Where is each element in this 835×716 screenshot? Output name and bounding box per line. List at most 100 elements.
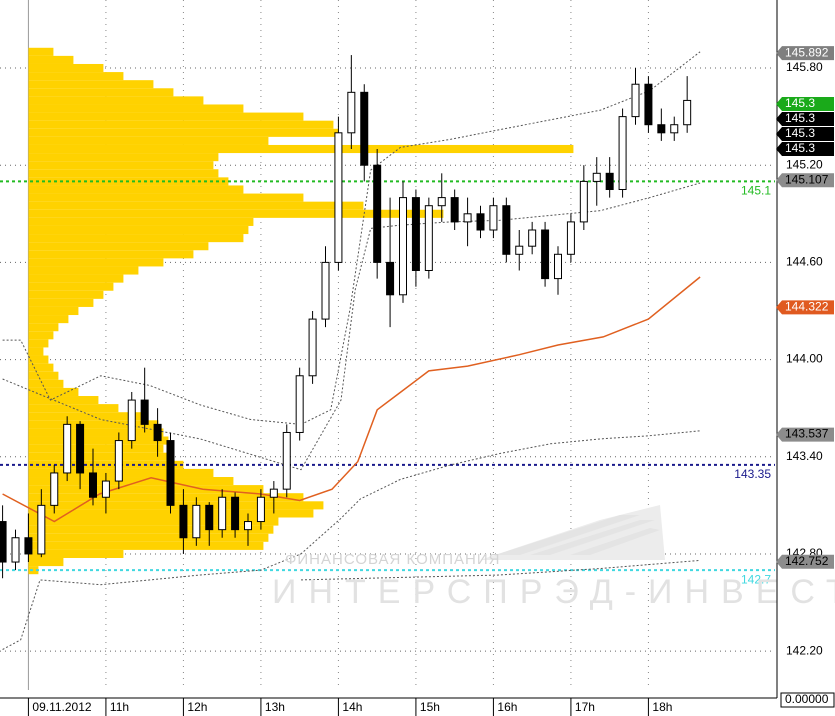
profile-bar [28, 396, 99, 405]
profile-bar [28, 371, 59, 380]
candle-body [476, 213, 485, 231]
y-tick-label: 144.60 [786, 255, 823, 269]
profile-bar [28, 306, 79, 316]
x-tick-label: 18h [652, 700, 672, 714]
watermark-title: ИНТЕРСПРЭД-ИНВЕСТ [272, 573, 835, 611]
plot-layer: 145.1 143.35 142.7 [0, 0, 775, 690]
candle-body [205, 504, 214, 531]
volume-label-box [780, 692, 835, 708]
y-tick-label: 142.20 [786, 643, 823, 657]
profile-bar [28, 144, 574, 154]
candle-body [308, 318, 317, 377]
profile-bar [28, 460, 184, 469]
price-label: 144.322 [785, 300, 829, 314]
watermark-subtitle: ФИНАНСОВАЯ КОМПАНИЯ [285, 551, 501, 568]
profile-bar [28, 63, 104, 73]
watermark-logo [480, 505, 665, 560]
candle-body [179, 504, 188, 539]
candle-body [618, 116, 627, 191]
candle-body [153, 423, 162, 442]
profile-bar [28, 323, 59, 332]
candle-body [89, 472, 97, 498]
candle-body [631, 83, 640, 118]
band-line [300, 559, 701, 581]
price-label-box [776, 142, 834, 157]
profile-bar [28, 258, 164, 267]
candle-body [502, 205, 511, 255]
profile-bar [28, 209, 444, 218]
candle-body [37, 504, 46, 555]
profile-bar [28, 282, 114, 291]
profile-bar [28, 120, 334, 129]
profile-bar [28, 104, 244, 113]
candle-body [515, 245, 524, 255]
profile-bar [28, 412, 144, 421]
candle-body [192, 504, 201, 539]
candle-body [463, 213, 472, 223]
profile-bar [28, 420, 159, 429]
candle-body [360, 91, 369, 166]
price-label: 142.752 [785, 554, 829, 568]
profile-bar [28, 225, 249, 235]
price-label-box [776, 127, 834, 142]
candle-body [424, 205, 433, 271]
profile-bar [28, 501, 324, 510]
volume-label: 0.00000 [785, 692, 829, 706]
candle-body [489, 205, 498, 231]
profile-bar [28, 549, 124, 558]
x-tick-label: 13h [265, 700, 285, 714]
price-label-box [776, 427, 834, 442]
profile-bar [28, 201, 364, 210]
profile-bar [28, 88, 174, 97]
candle-body [399, 197, 407, 296]
profile-bar [28, 47, 54, 56]
candle-body [269, 488, 278, 498]
profile-bar [28, 347, 44, 356]
candle-body [127, 399, 136, 442]
profile-bar [28, 557, 64, 567]
candle-body [373, 164, 382, 263]
candle-body [11, 537, 20, 563]
profile-bar [28, 72, 124, 81]
candle-body [592, 172, 601, 182]
price-label: 143.537 [785, 427, 829, 441]
price-label: 145.3 [785, 96, 815, 110]
candle-body [437, 197, 446, 207]
profile-bar [28, 315, 69, 324]
profile-bar [28, 136, 269, 145]
profile-bar [28, 387, 79, 397]
candle-body [244, 521, 252, 531]
price-label-box [776, 112, 834, 127]
profile-bar [28, 436, 169, 445]
moving-average [2, 276, 701, 523]
profile-bar [28, 428, 164, 437]
band-line [2, 51, 701, 425]
candle-body [166, 440, 175, 506]
profile-bar [28, 517, 279, 526]
x-tick-label: 16h [497, 700, 517, 714]
candle-body [101, 480, 110, 498]
candle-body [282, 431, 291, 490]
profile-bar [28, 112, 304, 121]
candle-body [644, 83, 653, 126]
candle-body [24, 537, 33, 555]
candle-body [657, 124, 666, 134]
candle-body [140, 399, 149, 425]
x-tick-label: 11h [110, 700, 129, 714]
candle-body [321, 261, 330, 320]
profile-bar [28, 298, 94, 307]
profile-bar [28, 525, 274, 534]
profile-bar [28, 161, 214, 170]
candle-body [554, 253, 562, 280]
band-line [2, 430, 701, 650]
candle-body [114, 440, 123, 482]
profile-bar [28, 339, 49, 348]
profile-bar [28, 193, 304, 202]
profile-bar [28, 169, 219, 178]
profile-bar [28, 541, 264, 550]
band-line [2, 182, 701, 471]
profile-bar [28, 290, 104, 299]
profile-bar [28, 266, 139, 275]
profile-bar [28, 153, 219, 162]
price-label: 145.107 [785, 172, 829, 186]
